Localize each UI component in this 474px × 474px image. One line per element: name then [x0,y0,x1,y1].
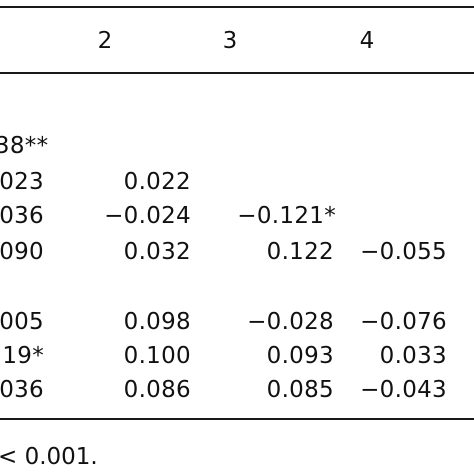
cell-col-2: 0.086 [123,377,191,403]
header-col-2: 2 [97,28,113,54]
cell-col-4: −0.076 [360,309,447,335]
cell-col-4: −0.055 [360,239,447,265]
cell-col-2: 0.032 [123,239,191,265]
cell-col-2: 0.100 [123,343,191,369]
cell-col-1: 036 [0,203,44,229]
cell-col-1: 138** [0,133,49,159]
cell-col-1: 023 [0,169,44,195]
header-col-4: 4 [359,28,375,54]
table-top-rule [0,6,474,8]
cell-col-3: 0.122 [266,239,334,265]
cell-col-4: 0.033 [379,343,447,369]
cell-col-3: −0.121* [237,203,336,229]
table-bottom-rule [0,418,474,420]
cell-col-3: 0.093 [266,343,334,369]
cell-col-2: −0.024 [104,203,191,229]
table-header-rule [0,72,474,74]
header-col-3: 3 [222,28,238,54]
table-footnote: < 0.001. [0,444,98,470]
cell-col-3: −0.028 [247,309,334,335]
cell-col-1: 036 [0,377,44,403]
cell-col-3: 0.085 [266,377,334,403]
cell-col-1: 119* [0,343,44,369]
cell-col-4: −0.043 [360,377,447,403]
cell-col-2: 0.022 [123,169,191,195]
cell-col-1: 005 [0,309,44,335]
cell-col-2: 0.098 [123,309,191,335]
cell-col-1: 090 [0,239,44,265]
